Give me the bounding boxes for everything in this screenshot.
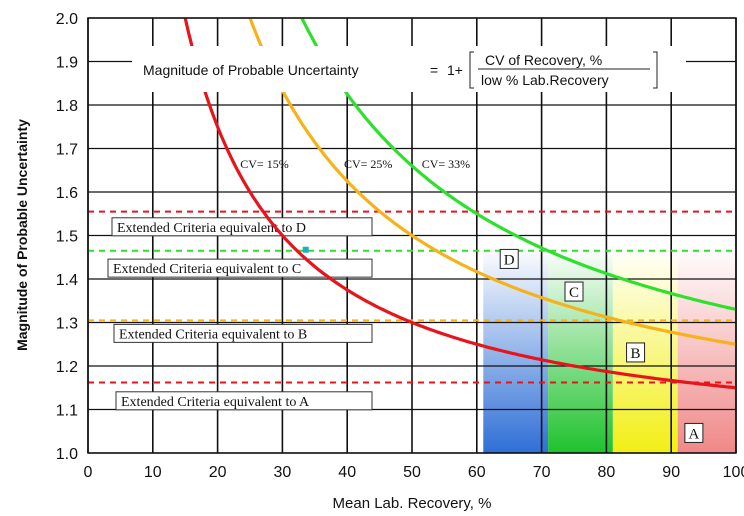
y-tick-label: 1.0 [56,446,78,463]
criteria-label-box [115,391,373,411]
y-axis-title: Magnitude of Probable Uncertainty [14,119,30,351]
curve-cv-15 [183,18,736,390]
y-tick-label: 1.3 [56,316,78,333]
zone-marker-box [499,248,519,269]
y-tick-label: 1.9 [56,55,78,72]
y-tick-label: 1.8 [56,98,78,115]
zone-markers: D C B A [499,248,704,443]
cv-curves [183,18,736,390]
x-tick-label: 30 [274,464,292,481]
criteria-label-box [113,323,373,343]
x-tick-label: 90 [662,464,680,481]
reference-lines [88,210,736,384]
curve-cv-33 [300,18,736,311]
y-tick-label: 2.0 [56,11,78,28]
criteria-label: Extended Criteria equivalent to A [121,395,310,410]
cv-label: CV= 15% [240,157,288,171]
zone-fill-a [677,246,736,453]
formula-one-plus: 1+ [447,62,463,78]
y-tick-label: 1.7 [56,142,78,159]
cv-label: CV= 33% [422,157,470,171]
x-tick-label: 70 [533,464,551,481]
y-tick-label: 1.5 [56,229,78,246]
cv-labels: CV= 15% CV= 25% CV= 33% [240,157,470,171]
criteria-label-box [111,217,373,237]
zone-marker-box [684,422,704,443]
y-tick-label: 1.1 [56,403,78,420]
x-tick-label: 10 [144,464,162,481]
zone-marker-label: D [504,252,515,268]
y-tick-label: 1.2 [56,359,78,376]
formula-denominator: low % Lab.Recovery [481,72,609,88]
zone-marker-box [564,281,584,302]
zone-marker-box [626,342,646,363]
formula-box: Magnitude of Probable Uncertainty = 1+ C… [132,46,686,92]
x-tick-label: 100 [723,464,744,481]
zone-marker-label: A [688,426,699,442]
formula-numerator: CV of Recovery, % [485,52,602,68]
y-tick-label: 1.6 [56,185,78,202]
zone-marker-label: C [569,285,579,301]
curve-cv-25 [248,18,736,346]
criteria-label: Extended Criteria equivalent to C [113,262,301,277]
criteria-label-box [107,258,373,278]
cv-label: CV= 25% [344,157,392,171]
plot-frame [87,17,737,454]
x-tick-label: 60 [468,464,486,481]
x-tick-label: 20 [209,464,227,481]
x-tick-label: 80 [598,464,616,481]
zone-fill-c [548,246,613,453]
criteria-label: Extended Criteria equivalent to D [117,221,306,236]
x-tick-label: 40 [338,464,356,481]
zone-marker-label: B [631,346,641,362]
y-tick-label: 1.4 [56,272,78,289]
crossing-marker [302,246,309,253]
x-axis-title: Mean Lab. Recovery, % [333,495,492,512]
x-tick-label: 0 [84,464,93,481]
criteria-label: Extended Criteria equivalent to B [119,327,307,342]
zone-fills [483,246,736,453]
criteria-labels: Extended Criteria equivalent to D Extende… [107,217,373,411]
formula-lhs: Magnitude of Probable Uncertainty [143,62,359,78]
x-tick-label: 50 [403,464,421,481]
tick-labels: 0 10 20 30 40 50 60 70 80 90 100 1.0 1.1 1.2 1.3 1.4 1.5… [56,11,744,481]
formula-equals: = [430,62,438,78]
